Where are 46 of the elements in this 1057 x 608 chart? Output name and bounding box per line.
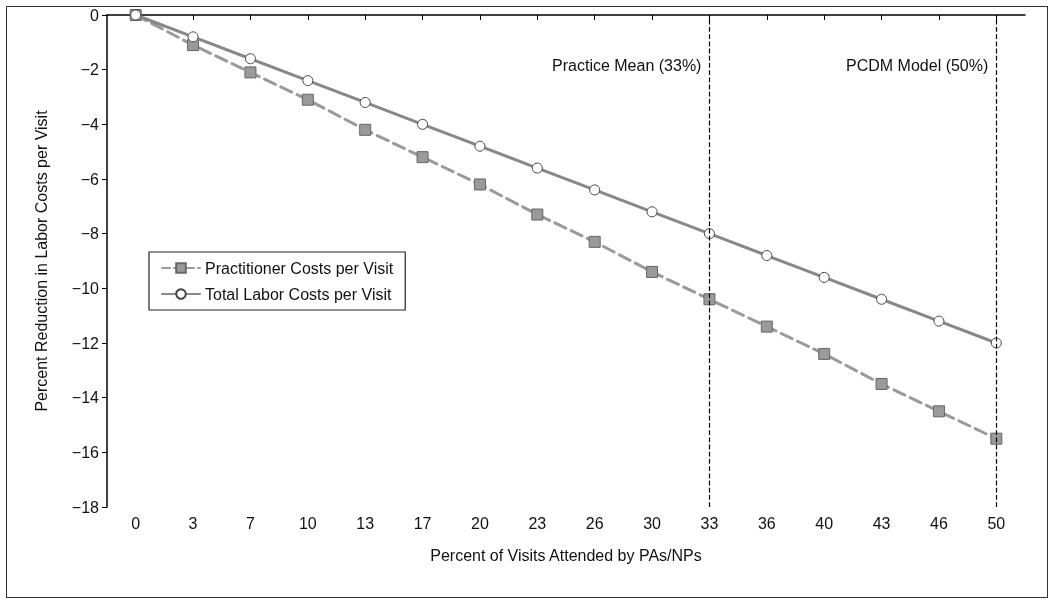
y-tick-label: −6 (80, 170, 100, 188)
point (473, 178, 486, 191)
y-tick-label: −4 (80, 115, 100, 133)
point (646, 265, 659, 278)
x-tick-label: 17 (413, 514, 432, 532)
y-tick-label: −2 (80, 61, 100, 79)
y-tick-label: −18 (71, 498, 100, 516)
x-tick-label: 23 (528, 514, 547, 532)
x-tick-label: 40 (815, 514, 834, 532)
x-tick-label: 43 (872, 514, 891, 532)
point (531, 208, 544, 221)
x-tick-label: 46 (930, 514, 948, 532)
ref-line-label: Practice Mean (33%) (552, 56, 702, 74)
y-tick-label: −14 (71, 389, 100, 407)
x-tick-label: 10 (298, 514, 317, 532)
x-tick-label: 33 (700, 514, 719, 532)
ref-line-label: PCDM Model (50%) (846, 56, 989, 74)
x-tick-label: 7 (245, 514, 255, 532)
x-tick-label: 26 (585, 514, 604, 532)
legend-label: Practitioner Costs per Visit (205, 259, 394, 277)
y-tick-label: −10 (71, 279, 100, 297)
point (416, 151, 429, 164)
point (359, 123, 372, 136)
point (703, 293, 716, 306)
x-axis-title: Percent of Visits Attended by PAs/NPs (430, 546, 702, 564)
legend-label: Total Labor Costs per Visit (205, 285, 393, 303)
point (875, 378, 888, 390)
point (588, 235, 601, 248)
x-tick-label: 13 (356, 514, 375, 532)
y-tick-label: −12 (71, 334, 100, 352)
point (932, 405, 945, 418)
x-tick-label: 30 (643, 514, 662, 532)
point (990, 432, 1003, 445)
y-axis-title: Percent Reduction in Labor Costs per Visit (32, 109, 50, 412)
point (244, 66, 257, 79)
x-tick-label: 50 (987, 514, 1006, 532)
x-tick-label: 36 (757, 514, 776, 532)
y-tick-label: −8 (80, 225, 100, 243)
point (760, 320, 773, 333)
x-tick-label: 20 (471, 514, 489, 532)
y-tick-label: −16 (71, 443, 100, 461)
x-tick-label: 3 (188, 514, 198, 532)
y-tick-label: 0 (90, 6, 100, 24)
point (818, 347, 831, 360)
point (301, 93, 314, 106)
x-tick-label: 0 (131, 514, 141, 532)
